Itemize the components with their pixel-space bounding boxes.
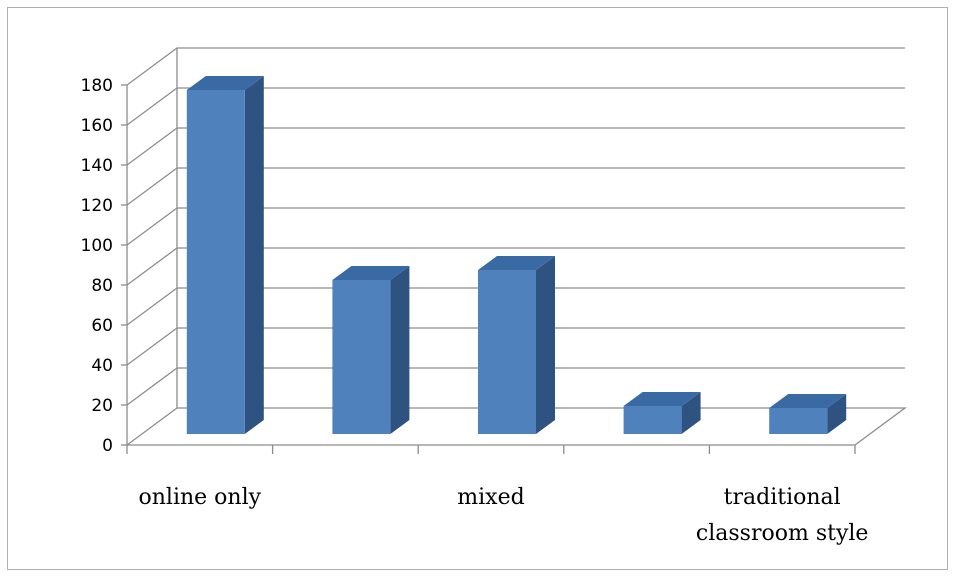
bar-top [623, 392, 701, 406]
bar [478, 256, 555, 434]
y-tick-label: 80 [91, 276, 113, 296]
y-tick-label: 40 [91, 356, 113, 376]
bar-top [769, 394, 847, 408]
y-tick-label: 120 [81, 196, 113, 216]
bar-front [332, 280, 391, 434]
x-tick-label-line: online only [139, 485, 262, 510]
x-tick-label: traditional classroom style [696, 485, 869, 546]
x-tick-label: mixed [457, 485, 524, 510]
y-tick-label: 100 [81, 236, 113, 256]
bar-side [244, 76, 264, 434]
bar-side [390, 266, 410, 434]
y-tick-label: 60 [91, 316, 113, 336]
y-tick-label: 0 [102, 436, 113, 456]
x-axis-ticks: online only mixed traditional classroom sty… [139, 485, 869, 546]
y-tick-label: 160 [81, 116, 113, 136]
x-tick-label-line: mixed [457, 485, 524, 510]
bar-top [478, 256, 555, 270]
y-axis-ticks: 0 20 40 60 80 100 120 140 160 180 [81, 76, 113, 456]
x-tick-label: online only [139, 485, 262, 510]
bar [769, 394, 847, 434]
bars [186, 76, 847, 434]
gridlines [121, 47, 905, 446]
bar-top [186, 76, 264, 90]
bar [186, 76, 264, 434]
bar [623, 392, 701, 434]
x-tick-label-line: classroom style [696, 521, 869, 546]
y-tick-label: 140 [81, 156, 113, 176]
bar-top [332, 266, 410, 280]
bar-front [478, 270, 536, 434]
bar-front [623, 406, 682, 434]
bar-side [827, 394, 847, 434]
bar-front [769, 408, 828, 434]
bar-front [186, 90, 245, 434]
x-tick-label-line: traditional [724, 485, 841, 510]
y-tick-label: 180 [81, 76, 113, 96]
bar [332, 266, 410, 434]
plot-area: 0 20 40 60 80 100 120 140 160 180 online only mixe… [81, 47, 907, 546]
bar-side [536, 256, 555, 434]
y-tick-label: 20 [91, 396, 113, 416]
